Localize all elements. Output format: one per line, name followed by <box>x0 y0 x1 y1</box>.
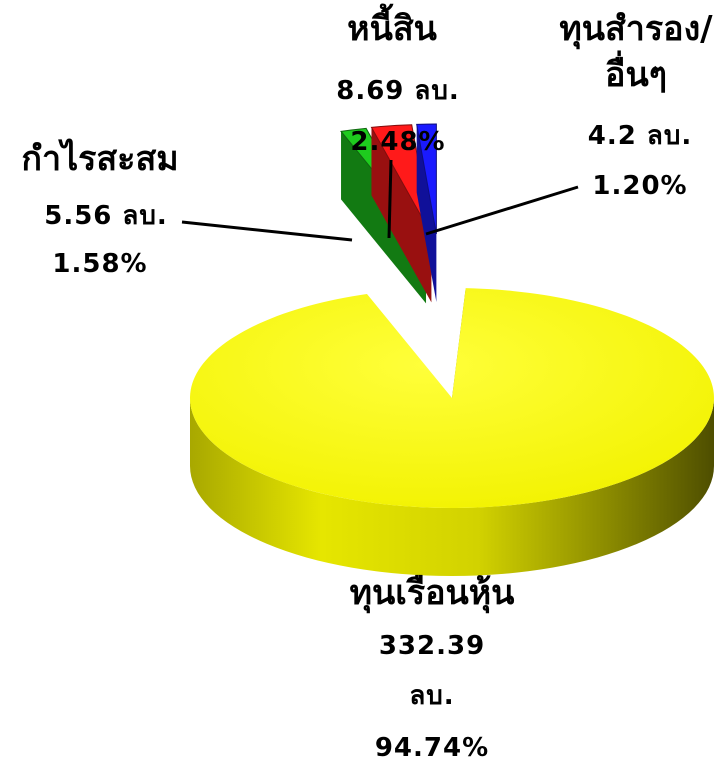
slice-liabilities-top <box>370 124 432 235</box>
retained-earnings-percent: 1.58% <box>52 249 147 279</box>
slice-reserve-other-side <box>416 124 437 303</box>
slice-liabilities-side <box>371 127 432 303</box>
leader-reserve-other <box>425 185 579 236</box>
share-capital-name: ทุนเรือนหุ้น <box>350 573 515 614</box>
share-capital-value: 332.39 <box>379 631 485 661</box>
label-retained-earnings: กำไรสะสม 5.56 ลบ. 1.58% <box>21 138 178 279</box>
slice-liabilities <box>370 124 432 303</box>
slice-reserve-other <box>416 123 437 303</box>
share-capital-percent: 94.74% <box>375 733 489 762</box>
slice-retained-earnings-side <box>341 131 427 304</box>
share-capital-unit: ลบ. <box>409 681 454 711</box>
reserve-other-name-line1: ทุนสำรอง/ <box>559 9 713 50</box>
slice-share-capital-top <box>190 288 715 508</box>
slice-share-capital-side <box>190 398 714 576</box>
slice-reserve-other-top <box>416 123 437 235</box>
liabilities-name: หนี้สิน <box>347 3 437 49</box>
leader-liabilities <box>387 159 393 239</box>
retained-earnings-value: 5.56 ลบ. <box>44 201 168 231</box>
liabilities-value: 8.69 ลบ. <box>336 76 460 106</box>
reserve-other-value: 4.2 ลบ. <box>588 121 692 151</box>
label-reserve-other: ทุนสำรอง/ อื่นๆ 4.2 ลบ. 1.20% <box>559 9 713 201</box>
leader-retained-earnings <box>181 220 353 242</box>
reserve-other-name-line2: อื่นๆ <box>605 50 667 95</box>
label-liabilities: หนี้สิน 8.69 ลบ. 2.48% <box>336 3 460 157</box>
retained-earnings-name: กำไรสะสม <box>21 138 178 179</box>
slice-share-capital <box>190 288 715 576</box>
reserve-other-percent: 1.20% <box>592 171 687 201</box>
label-share-capital: ทุนเรือนหุ้น 332.39 ลบ. 94.74% <box>350 573 515 762</box>
liabilities-percent: 2.48% <box>350 127 445 157</box>
